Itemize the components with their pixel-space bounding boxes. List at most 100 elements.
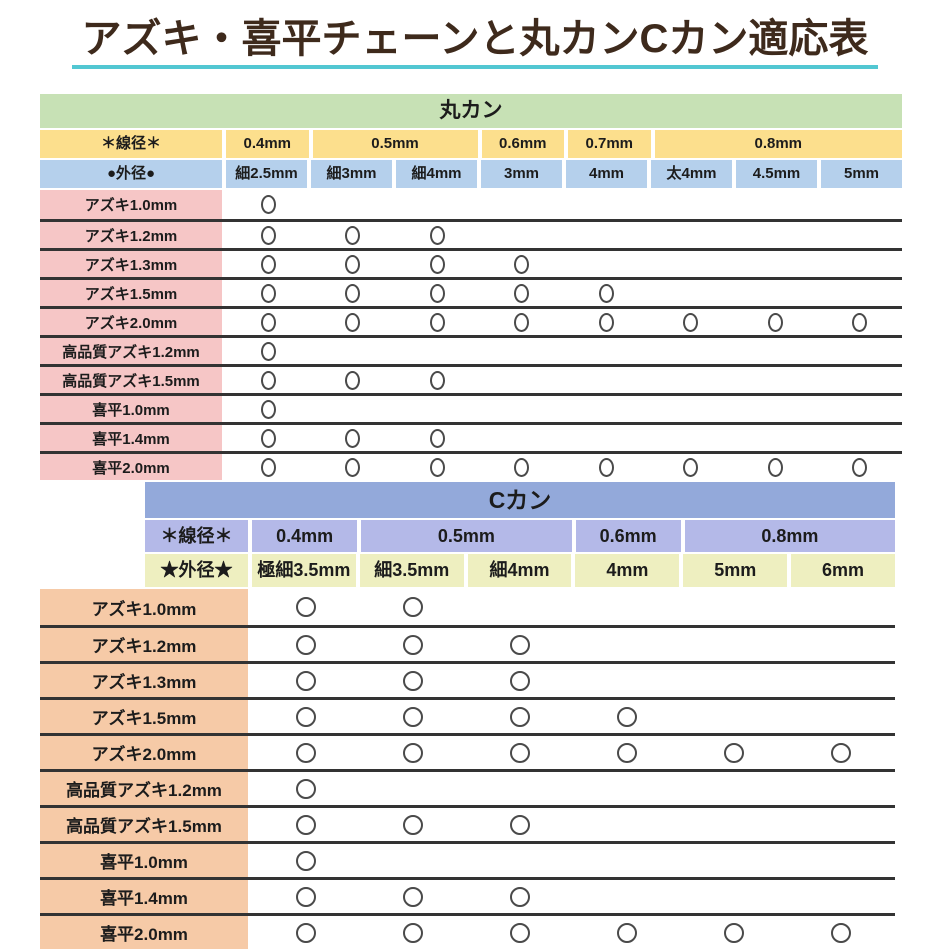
mark-cell [480, 309, 565, 335]
c-kan-outer-diameter-row: ★外径★ 極細3.5mm 細3.5mm 細4mm 4mm 5mm 6mm [145, 554, 895, 587]
compatibility-mark-icon [260, 341, 276, 361]
compatibility-mark-icon [509, 742, 530, 763]
compatibility-mark-icon [345, 254, 361, 274]
outer-diameter-value: 4mm [566, 160, 647, 188]
mark-cell [395, 425, 480, 451]
mark-cell [226, 280, 311, 306]
wire-diameter-value: 0.4mm [252, 520, 358, 552]
compatibility-mark-icon [402, 670, 423, 691]
empty-cell [818, 367, 903, 393]
empty-cell [649, 222, 734, 248]
empty-cell [788, 664, 895, 697]
empty-cell [733, 190, 818, 219]
row-label: アズキ1.0mm [40, 589, 248, 625]
compatibility-mark-icon [429, 312, 445, 332]
empty-cell [311, 338, 396, 364]
row-label: 喜平1.0mm [40, 396, 222, 422]
compatibility-mark-icon [295, 670, 316, 691]
row-label: アズキ1.0mm [40, 190, 222, 219]
empty-cell [359, 844, 466, 877]
compatibility-mark-icon [295, 778, 316, 799]
outer-diameter-value: 5mm [683, 554, 788, 587]
outer-diameter-value: 細4mm [467, 554, 572, 587]
mark-cell [359, 880, 466, 913]
empty-cell [788, 589, 895, 625]
table-row: 喜平1.4mm [40, 877, 895, 913]
table-row: 高品質アズキ1.2mm [40, 335, 902, 364]
compatibility-mark-icon [683, 457, 699, 477]
empty-cell [681, 880, 788, 913]
wire-diameter-value: 0.6mm [481, 130, 564, 158]
mark-cell [252, 589, 359, 625]
table-row: 高品質アズキ1.5mm [40, 805, 895, 841]
mark-cell [252, 772, 359, 805]
mark-cell [818, 309, 903, 335]
compatibility-mark-icon [345, 225, 361, 245]
empty-cell [733, 425, 818, 451]
table-row: アズキ1.0mm [40, 190, 902, 219]
empty-cell [311, 396, 396, 422]
empty-cell [574, 628, 681, 661]
row-label: 喜平2.0mm [40, 916, 248, 949]
page-title: アズキ・喜平チェーンと丸カンCカン適応表 [71, 16, 879, 69]
empty-cell [466, 844, 573, 877]
mark-cell [733, 454, 818, 480]
mark-cell [466, 628, 573, 661]
compatibility-mark-icon [429, 457, 445, 477]
empty-cell [574, 664, 681, 697]
mark-cell [395, 222, 480, 248]
row-label: アズキ1.2mm [40, 628, 248, 661]
empty-cell [733, 396, 818, 422]
empty-cell [574, 589, 681, 625]
compatibility-mark-icon [295, 922, 316, 943]
compatibility-mark-icon [295, 634, 316, 655]
mark-cell [311, 367, 396, 393]
row-label: 喜平2.0mm [40, 454, 222, 480]
compatibility-mark-icon [345, 370, 361, 390]
table-row: 喜平1.0mm [40, 393, 902, 422]
compatibility-mark-icon [514, 457, 530, 477]
mark-cell [395, 367, 480, 393]
mark-cell [480, 280, 565, 306]
row-label: アズキ1.2mm [40, 222, 222, 248]
compatibility-mark-icon [509, 670, 530, 691]
mark-cell [466, 736, 573, 769]
empty-cell [564, 425, 649, 451]
empty-cell [574, 844, 681, 877]
mark-cell [252, 628, 359, 661]
wire-diameter-value: 0.8mm [654, 130, 902, 158]
compatibility-mark-icon [852, 312, 868, 332]
table-row: アズキ1.5mm [40, 697, 895, 733]
empty-cell [681, 844, 788, 877]
compatibility-mark-icon [429, 370, 445, 390]
mark-cell [226, 396, 311, 422]
mark-cell [252, 736, 359, 769]
empty-cell [681, 589, 788, 625]
empty-cell [681, 664, 788, 697]
empty-cell [788, 700, 895, 733]
empty-cell [564, 222, 649, 248]
compatibility-mark-icon [260, 283, 276, 303]
compatibility-mark-icon [345, 457, 361, 477]
compatibility-mark-icon [345, 283, 361, 303]
empty-cell [681, 700, 788, 733]
empty-cell [681, 772, 788, 805]
mark-cell [226, 222, 311, 248]
mark-cell [226, 454, 311, 480]
row-label: アズキ2.0mm [40, 309, 222, 335]
compatibility-mark-icon [598, 312, 614, 332]
table-row: 高品質アズキ1.2mm [40, 769, 895, 805]
mark-cell [226, 338, 311, 364]
empty-cell [480, 425, 565, 451]
mark-cell [466, 664, 573, 697]
empty-cell [564, 190, 649, 219]
compatibility-mark-icon [295, 706, 316, 727]
empty-cell [466, 589, 573, 625]
empty-cell [395, 396, 480, 422]
empty-cell [733, 338, 818, 364]
compatibility-mark-icon [429, 225, 445, 245]
title-area: アズキ・喜平チェーンと丸カンCカン適応表 [0, 16, 950, 69]
empty-cell [818, 190, 903, 219]
compatibility-mark-icon [767, 457, 783, 477]
mark-cell [359, 736, 466, 769]
